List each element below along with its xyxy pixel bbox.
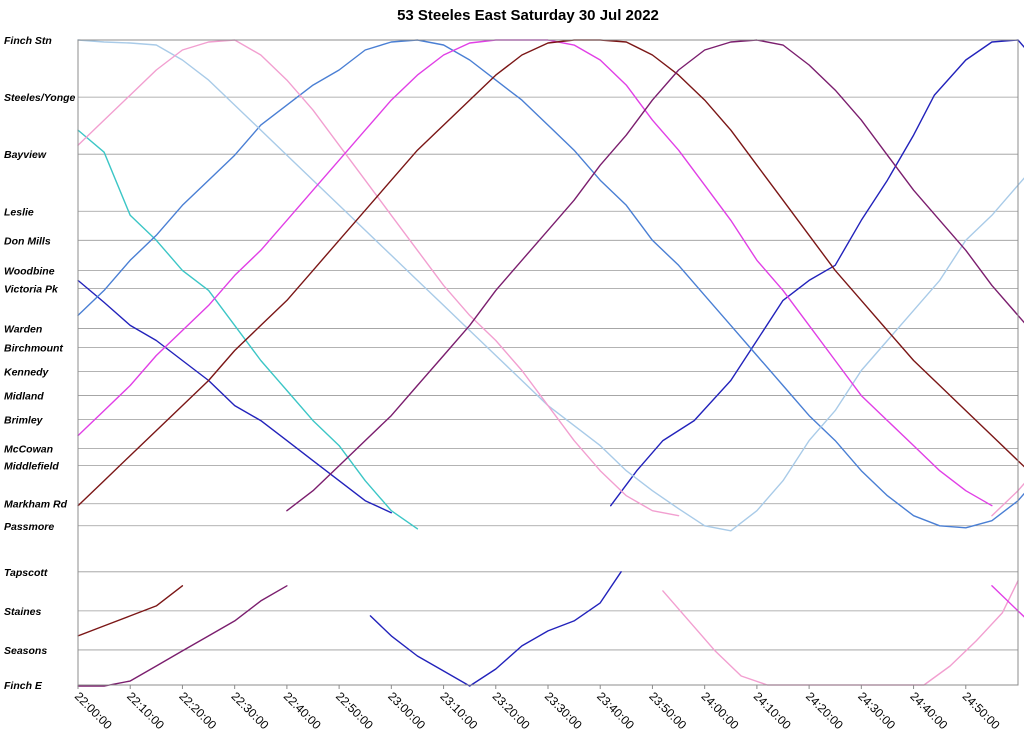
- trip-line-2: [369, 571, 622, 687]
- x-tick-label: 23:00:00: [385, 689, 428, 732]
- trip-line-12: [77, 39, 1024, 507]
- stop-label: Woodbine: [4, 265, 55, 277]
- x-tick-label: 24:10:00: [751, 689, 794, 732]
- x-tick-label: 24:30:00: [855, 689, 898, 732]
- series-lines: [77, 39, 1024, 687]
- stop-labels: Finch Stn Steeles/Yonge Bayview Leslie Don M…: [4, 35, 76, 692]
- plot-area-frame: [77, 39, 1019, 686]
- trip-line-4: [77, 39, 1024, 529]
- stop-label: Finch Stn: [4, 35, 52, 47]
- x-tick-label: 24:50:00: [960, 689, 1003, 732]
- trip-line-14: [77, 585, 288, 687]
- trip-line-9: [77, 39, 993, 507]
- x-tick-label: 22:20:00: [176, 689, 219, 732]
- x-tick-label: 22:30:00: [229, 689, 272, 732]
- stop-label: Tapscott: [4, 567, 48, 579]
- stop-label: Staines: [4, 606, 42, 618]
- x-tick-label: 23:50:00: [646, 689, 689, 732]
- x-tick-label: 23:10:00: [437, 689, 480, 732]
- trip-line-15: [286, 39, 1024, 512]
- stop-label: Kennedy: [4, 367, 50, 379]
- stop-label: Passmore: [4, 521, 54, 533]
- trip-line-3: [610, 39, 1024, 507]
- trip-line-7: [662, 580, 1019, 686]
- x-tick-label: 22:40:00: [281, 689, 324, 732]
- trip-line-6: [77, 39, 680, 517]
- grid-lines: [78, 96, 1018, 651]
- time-tick-labels: 22:00:00 22:10:00 22:20:00 22:30:00 22:40:00…: [72, 685, 1003, 732]
- stop-label: Seasons: [4, 645, 47, 657]
- x-tick-label: 23:30:00: [542, 689, 585, 732]
- trip-line-10: [991, 585, 1024, 618]
- x-tick-label: 23:20:00: [490, 689, 533, 732]
- stop-label: Middlefield: [4, 461, 59, 473]
- stop-label: Warden: [4, 323, 42, 335]
- x-tick-label: 24:20:00: [803, 689, 846, 732]
- trip-line-0: [77, 129, 419, 530]
- stop-label: Markham Rd: [4, 499, 68, 511]
- trip-line-13: [77, 585, 184, 637]
- x-tick-label: 24:00:00: [699, 689, 742, 732]
- stop-label: Birchmount: [4, 342, 63, 354]
- stop-label: Don Mills: [4, 235, 51, 247]
- trip-line-5: [77, 39, 1024, 532]
- trip-line-8: [991, 482, 1024, 517]
- x-tick-label: 22:50:00: [333, 689, 376, 732]
- x-tick-label: 22:00:00: [72, 689, 115, 732]
- stop-label: McCowan: [4, 444, 53, 456]
- chart-title: 53 Steeles East Saturday 30 Jul 2022: [397, 7, 659, 24]
- x-tick-label: 22:10:00: [124, 689, 167, 732]
- stop-label: Leslie: [4, 206, 34, 218]
- stop-label: Brimley: [4, 415, 44, 427]
- x-tick-label: 24:40:00: [907, 689, 950, 732]
- stop-label: Midland: [4, 391, 44, 403]
- stop-label: Bayview: [4, 149, 47, 161]
- trip-line-1: [77, 279, 392, 514]
- stop-label: Victoria Pk: [4, 283, 59, 295]
- x-tick-label: 23:40:00: [594, 689, 637, 732]
- stop-label: Steeles/Yonge: [4, 92, 76, 104]
- stop-label: Finch E: [4, 680, 43, 692]
